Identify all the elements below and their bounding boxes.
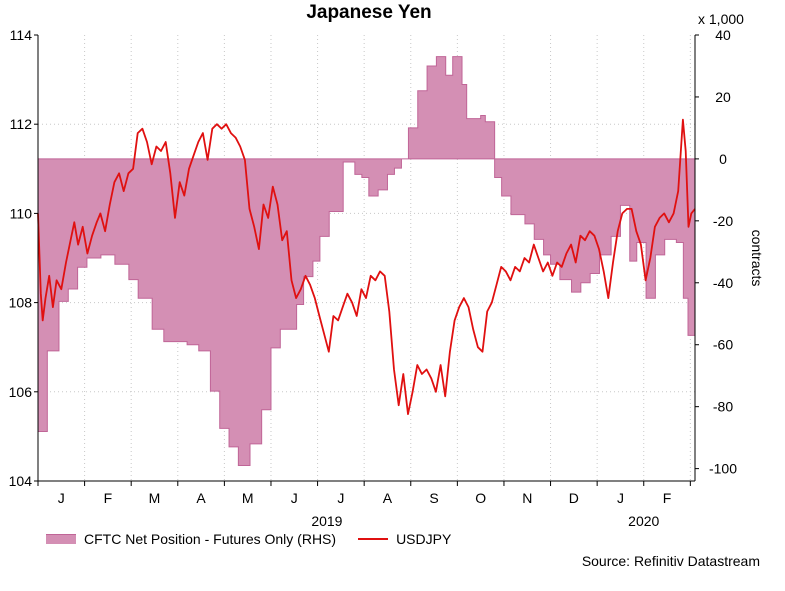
legend-area-swatch [46,534,76,544]
month-label: F [663,490,672,506]
legend-area-label: CFTC Net Position - Futures Only (RHS) [84,531,337,547]
left-tick-label: 104 [9,473,33,489]
source-note: Source: Refinitiv Datastream [581,553,760,569]
cftc-net-position-area [37,56,696,467]
month-label: J [617,490,624,506]
gridlines [38,35,695,481]
left-tick-label: 110 [10,205,33,221]
legend: CFTC Net Position - Futures Only (RHS) U… [46,530,451,548]
right-tick-label: -80 [713,399,733,415]
right-tick-label: -60 [713,337,733,353]
left-tick-label: 108 [9,295,33,311]
right-tick-label: -20 [713,213,733,229]
axes: 104 106 108 110 112 114 40 20 0 -20 -40 -60 -80 -100 J… [9,27,738,529]
month-label: J [291,490,298,506]
left-tick-label: 114 [10,27,33,43]
legend-line-swatch [358,538,389,540]
right-axis-multiplier: x 1,000 [698,11,744,27]
legend-line-label: USDJPY [396,531,452,547]
right-tick-label: 40 [715,27,731,43]
month-label: D [569,490,579,506]
month-label: J [337,490,344,506]
month-label: N [522,490,532,506]
month-label: F [104,490,113,506]
month-label: M [149,490,161,506]
right-tick-label: -100 [709,461,737,477]
month-label: M [242,490,254,506]
right-axis-label: contracts [749,230,765,287]
month-label: S [429,490,438,506]
left-tick-label: 112 [10,116,33,132]
right-tick-label: 20 [715,89,731,105]
month-label: A [383,490,393,506]
month-label: A [196,490,206,506]
year-label: 2020 [628,513,659,529]
month-label: J [58,490,65,506]
usdjpy-line [37,118,696,415]
chart-title: Japanese Yen [306,2,431,23]
right-tick-label: 0 [719,151,727,167]
month-label: O [475,490,486,506]
year-label: 2019 [311,513,342,529]
left-tick-label: 106 [9,384,33,400]
right-tick-label: -40 [713,275,733,291]
